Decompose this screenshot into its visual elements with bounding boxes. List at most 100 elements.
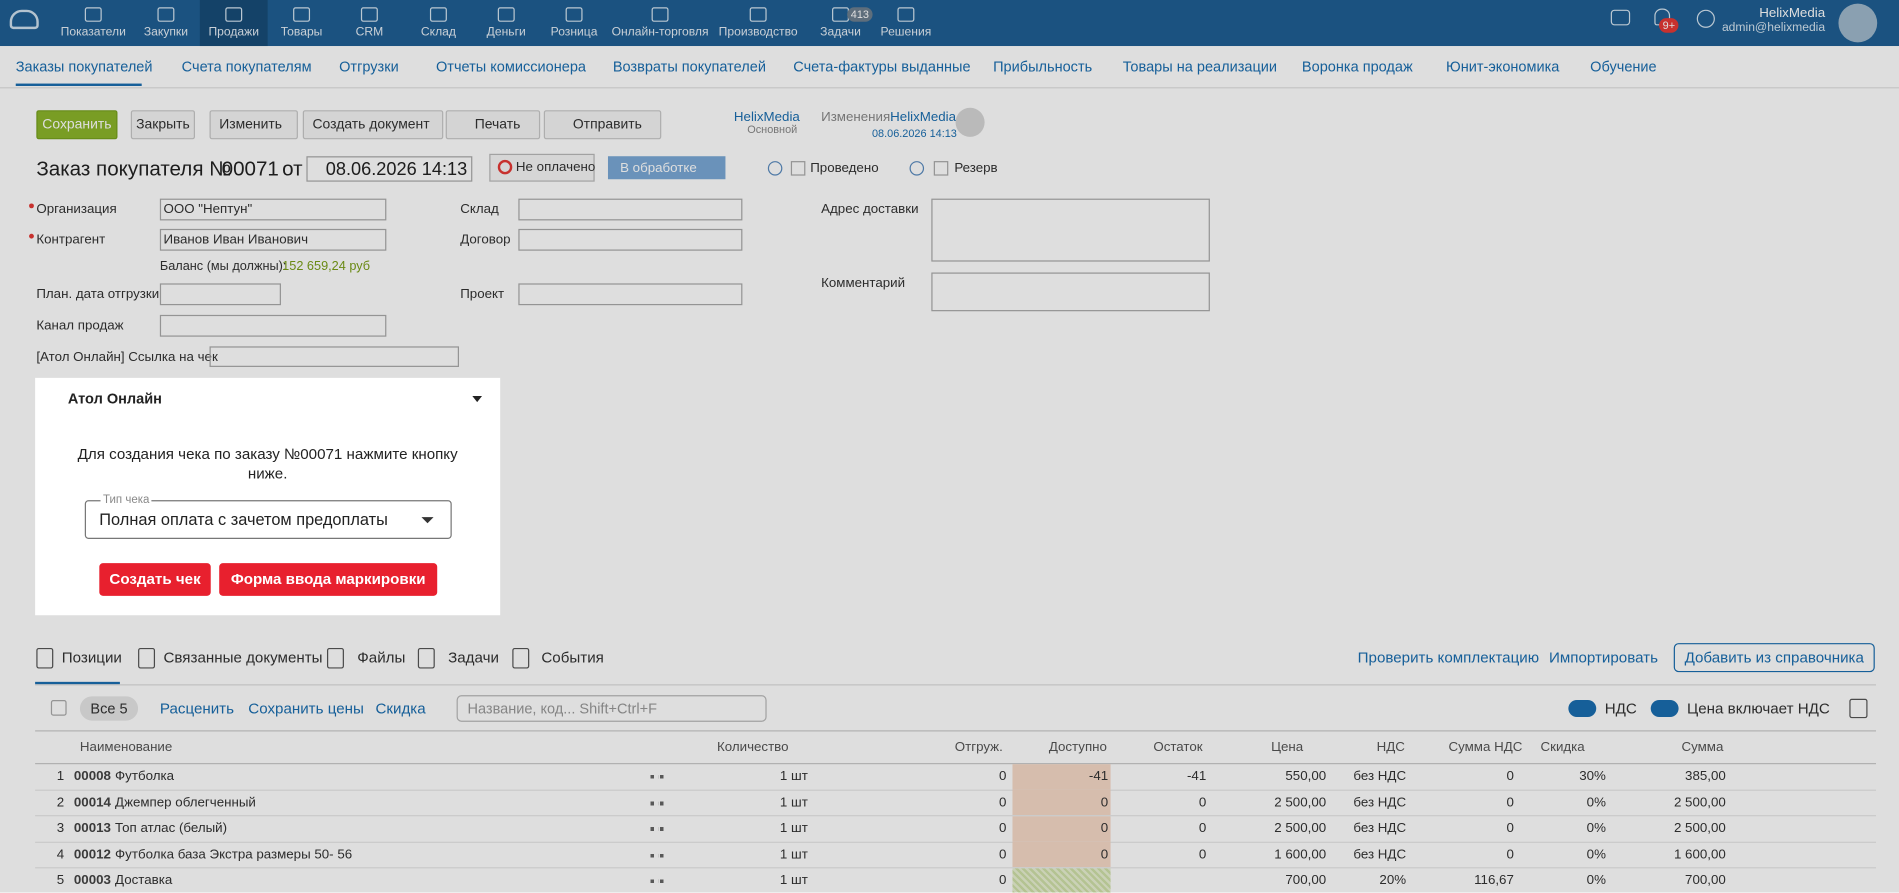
marking-button[interactable] (219, 563, 438, 596)
cell: 0 (1100, 795, 1109, 810)
nav-item[interactable]: Показатели (60, 26, 126, 40)
search-box[interactable] (456, 695, 767, 722)
checkbox[interactable] (933, 161, 949, 176)
action-button-label: Добавить из справочника (1684, 649, 1864, 667)
toolbar-button[interactable] (445, 110, 541, 140)
input[interactable] (209, 346, 460, 367)
tab[interactable]: События (541, 649, 604, 667)
item-name: Футболка (115, 769, 175, 784)
nav-item[interactable]: Продажи (208, 26, 260, 40)
row-border (35, 841, 1876, 843)
cell: 0 (1198, 795, 1207, 810)
all-pill[interactable] (79, 696, 139, 721)
textarea[interactable] (931, 272, 1210, 312)
column-header: Цена (1271, 739, 1304, 755)
nav-item[interactable]: Задачи (820, 26, 861, 40)
input[interactable] (159, 314, 387, 337)
changes-date: 08.06.2026 14:13 (871, 127, 957, 140)
collapse-arrow[interactable] (472, 396, 483, 403)
sub-nav-item[interactable]: Обучение (1590, 58, 1657, 76)
sub-nav-item[interactable]: Заказы покупателей (15, 58, 153, 76)
toolbar-button[interactable] (302, 110, 444, 140)
row-menu[interactable] (650, 827, 664, 831)
input[interactable] (159, 198, 387, 221)
date-box (306, 156, 473, 182)
cell: 1 шт (779, 795, 808, 810)
column-header: Скидка (1540, 739, 1585, 755)
row-border (35, 867, 1876, 869)
reserve-label: Резерв (954, 161, 998, 176)
nav-item[interactable]: Решения (880, 26, 932, 40)
nav-item[interactable]: CRM (355, 26, 384, 40)
sub-nav-item[interactable]: Счета покупателям (181, 58, 312, 76)
action-link[interactable]: Импортировать (1548, 649, 1659, 667)
nav-item[interactable]: Товары (280, 26, 323, 40)
nav-icon (429, 7, 447, 22)
column-header: Доступно (1048, 739, 1107, 755)
receipt-select[interactable] (84, 500, 452, 539)
action-link[interactable]: Проверить комплектацию (1357, 649, 1540, 667)
sub-nav-item[interactable]: Прибыльность (993, 58, 1093, 76)
item-code: 00014 (73, 795, 111, 810)
posted-label: Проведено (810, 161, 879, 176)
row-menu[interactable] (650, 853, 664, 857)
toolbar-button[interactable] (209, 110, 298, 140)
nav-item[interactable]: Закупки (143, 26, 189, 40)
nav-item[interactable]: Онлайн-торговля (611, 26, 709, 40)
toolbar-link[interactable]: Расценить (159, 700, 235, 717)
row-menu[interactable] (650, 801, 664, 805)
balance-label: Баланс (мы должны): (159, 259, 287, 274)
tab[interactable]: Файлы (357, 649, 406, 667)
toggle[interactable] (1650, 700, 1679, 717)
sub-nav-item[interactable]: Юнит-экономика (1446, 58, 1560, 76)
tab[interactable]: Задачи (448, 649, 499, 667)
input[interactable] (159, 283, 281, 306)
toolbar-button[interactable] (543, 110, 662, 140)
nav-item[interactable]: Склад (420, 26, 456, 40)
sub-nav-item[interactable]: Товары на реализации (1122, 58, 1278, 76)
toggle[interactable] (1568, 700, 1597, 717)
select-arrow (421, 517, 434, 524)
field-label: Договор (460, 232, 511, 248)
toolbar-link[interactable]: Скидка (375, 700, 426, 717)
input[interactable] (159, 228, 387, 251)
sub-nav-item[interactable]: Счета-фактуры выданные (793, 58, 971, 76)
row-menu[interactable] (650, 879, 664, 883)
cell: 30% (1579, 769, 1606, 784)
available-cell (1012, 763, 1111, 790)
checkbox[interactable] (790, 161, 806, 176)
toolbar-button-label: Сохранить (42, 117, 112, 133)
select[interactable] (518, 198, 743, 221)
table-border (35, 762, 1876, 765)
tab[interactable]: Связанные документы (163, 649, 323, 667)
nav-item[interactable]: Производство (718, 26, 798, 40)
create-receipt-button[interactable] (99, 563, 211, 596)
toolbar-button[interactable] (130, 110, 195, 140)
available-cell (1012, 867, 1111, 893)
sub-nav-item[interactable]: Отчеты комиссионера (435, 58, 587, 76)
field-label: План. дата отгрузки (36, 287, 160, 302)
settings-icon[interactable] (1849, 698, 1868, 719)
row-menu[interactable] (650, 775, 664, 779)
button-label: Создать чек (109, 570, 201, 588)
toolbar-button-label: Печать (474, 117, 521, 133)
sub-nav-item[interactable]: Отгрузки (339, 58, 399, 76)
toolbar-button[interactable] (36, 110, 118, 140)
tab[interactable]: Позиции (61, 649, 122, 667)
select[interactable] (518, 283, 743, 306)
sub-nav-item[interactable]: Возвраты покупателей (612, 58, 766, 76)
select[interactable] (518, 228, 743, 251)
required-mark (29, 233, 34, 239)
action-button[interactable] (1673, 643, 1875, 673)
textarea[interactable] (931, 198, 1210, 262)
nav-item[interactable]: Деньги (486, 26, 526, 40)
sub-nav-item[interactable]: Воронка продаж (1301, 58, 1413, 76)
user-avatar[interactable] (1838, 3, 1878, 43)
toolbar-button-label: Изменить (219, 117, 283, 133)
status-box[interactable] (607, 156, 726, 180)
toolbar-link[interactable]: Сохранить цены (248, 700, 364, 717)
checkbox[interactable] (50, 700, 67, 716)
panel-title: Атол Онлайн (67, 389, 162, 407)
logo (9, 9, 39, 30)
nav-item[interactable]: Розница (550, 26, 598, 40)
